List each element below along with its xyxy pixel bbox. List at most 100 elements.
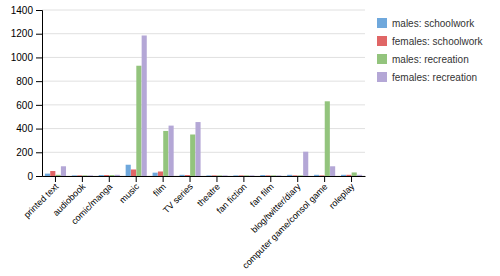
y-tick: 1400 [11, 5, 42, 16]
x-tick-mark [216, 176, 217, 182]
y-tick-label: 400 [16, 123, 33, 134]
grid-line [42, 128, 365, 129]
bar [222, 175, 227, 176]
y-tick-mark [36, 34, 42, 35]
bar [126, 165, 131, 176]
bar [115, 175, 120, 176]
y-tick-mark [36, 152, 42, 153]
y-axis-line [36, 11, 43, 177]
legend-item: females: schoolwork [377, 36, 484, 47]
chart-svg: 0 200 400 600 800 1000 1200 1400 printed textaud… [0, 0, 500, 276]
bar [249, 175, 254, 176]
legend-item: females: recreation [377, 72, 477, 83]
x-tick: fan fiction [214, 176, 248, 216]
y-tick-label: 1400 [11, 5, 34, 16]
plot: 0 200 400 600 800 1000 1200 1400 printed textaud… [11, 5, 484, 271]
x-tick-mark [163, 176, 164, 182]
grid-line [42, 152, 365, 153]
x-tick-label: music [117, 181, 141, 205]
bar-series [61, 35, 362, 176]
y-tick-mark [36, 176, 42, 177]
bar [319, 175, 324, 176]
legend-item: males: schoolwork [377, 18, 475, 29]
bar [72, 175, 77, 176]
x-tick-mark [55, 176, 56, 182]
x-axis: printed textaudiobookcomic/mangamusicfil… [22, 176, 366, 271]
bar [45, 174, 50, 176]
bar [142, 35, 147, 176]
legend-label: females: schoolwork [392, 36, 484, 47]
bar [346, 175, 351, 176]
x-tick: blog/twitter/diary [249, 176, 303, 235]
bar [260, 175, 265, 176]
x-tick: music [117, 176, 141, 205]
bar [158, 171, 163, 176]
x-tick: roleplay [327, 176, 357, 211]
bar [212, 175, 217, 176]
x-tick: comic/manga [69, 176, 114, 226]
y-tick-mark [36, 81, 42, 82]
chart-container: 0 200 400 600 800 1000 1200 1400 printed textaud… [0, 0, 500, 276]
bar [104, 175, 109, 176]
bar [292, 175, 297, 176]
y-tick: 1200 [11, 28, 42, 39]
bar [276, 175, 281, 176]
x-tick-label: film [151, 181, 168, 198]
x-tick: film [151, 176, 168, 198]
x-tick-label: computer game/consol game [240, 181, 329, 270]
y-tick-label: 800 [16, 76, 33, 87]
bar [82, 175, 87, 176]
bar [357, 175, 362, 176]
bar [190, 135, 195, 177]
bar [88, 175, 93, 176]
y-tick: 0 [27, 171, 42, 182]
bar [131, 169, 136, 176]
bar [185, 175, 190, 176]
grid-line [42, 81, 365, 82]
bar [61, 166, 66, 176]
legend-item: males: recreation [377, 54, 469, 65]
grid-line [42, 33, 365, 34]
x-tick-mark [270, 176, 271, 182]
bar [56, 175, 61, 176]
bar [179, 175, 184, 176]
bars [45, 35, 362, 176]
bar [325, 101, 330, 176]
bar [233, 175, 238, 176]
y-tick-label: 200 [16, 147, 33, 158]
x-axis-line [43, 176, 366, 177]
y-tick: 800 [16, 76, 42, 87]
bar [195, 122, 200, 176]
x-tick-mark [324, 176, 325, 182]
x-tick-mark [351, 176, 352, 182]
y-tick-mark [36, 57, 42, 58]
bar [266, 175, 271, 176]
grid [42, 10, 365, 176]
bar [99, 175, 104, 176]
legend-swatch [377, 72, 387, 82]
x-tick: computer game/consol game [240, 176, 329, 271]
bar [271, 175, 276, 176]
bar [206, 175, 211, 176]
x-tick-mark [243, 176, 244, 182]
legend-swatch [377, 18, 387, 28]
grid-line [42, 57, 365, 58]
bar [77, 175, 82, 176]
x-tick: theatre [195, 176, 222, 208]
y-tick-mark [36, 105, 42, 106]
y-tick-label: 0 [27, 171, 33, 182]
bar [153, 173, 158, 176]
y-tick-label: 600 [16, 100, 33, 111]
grid-line [42, 104, 365, 105]
x-tick-label: fan fiction [214, 181, 248, 215]
bar [239, 175, 244, 176]
x-tick-label: TV series [161, 181, 195, 215]
x-tick-mark [297, 176, 298, 182]
y-tick: 1000 [11, 52, 42, 63]
bar [330, 166, 335, 176]
bar [163, 131, 168, 176]
bar [303, 152, 308, 176]
x-tick-label: roleplay [327, 181, 357, 211]
legend-label: males: schoolwork [392, 18, 475, 29]
bar-series [56, 66, 357, 176]
